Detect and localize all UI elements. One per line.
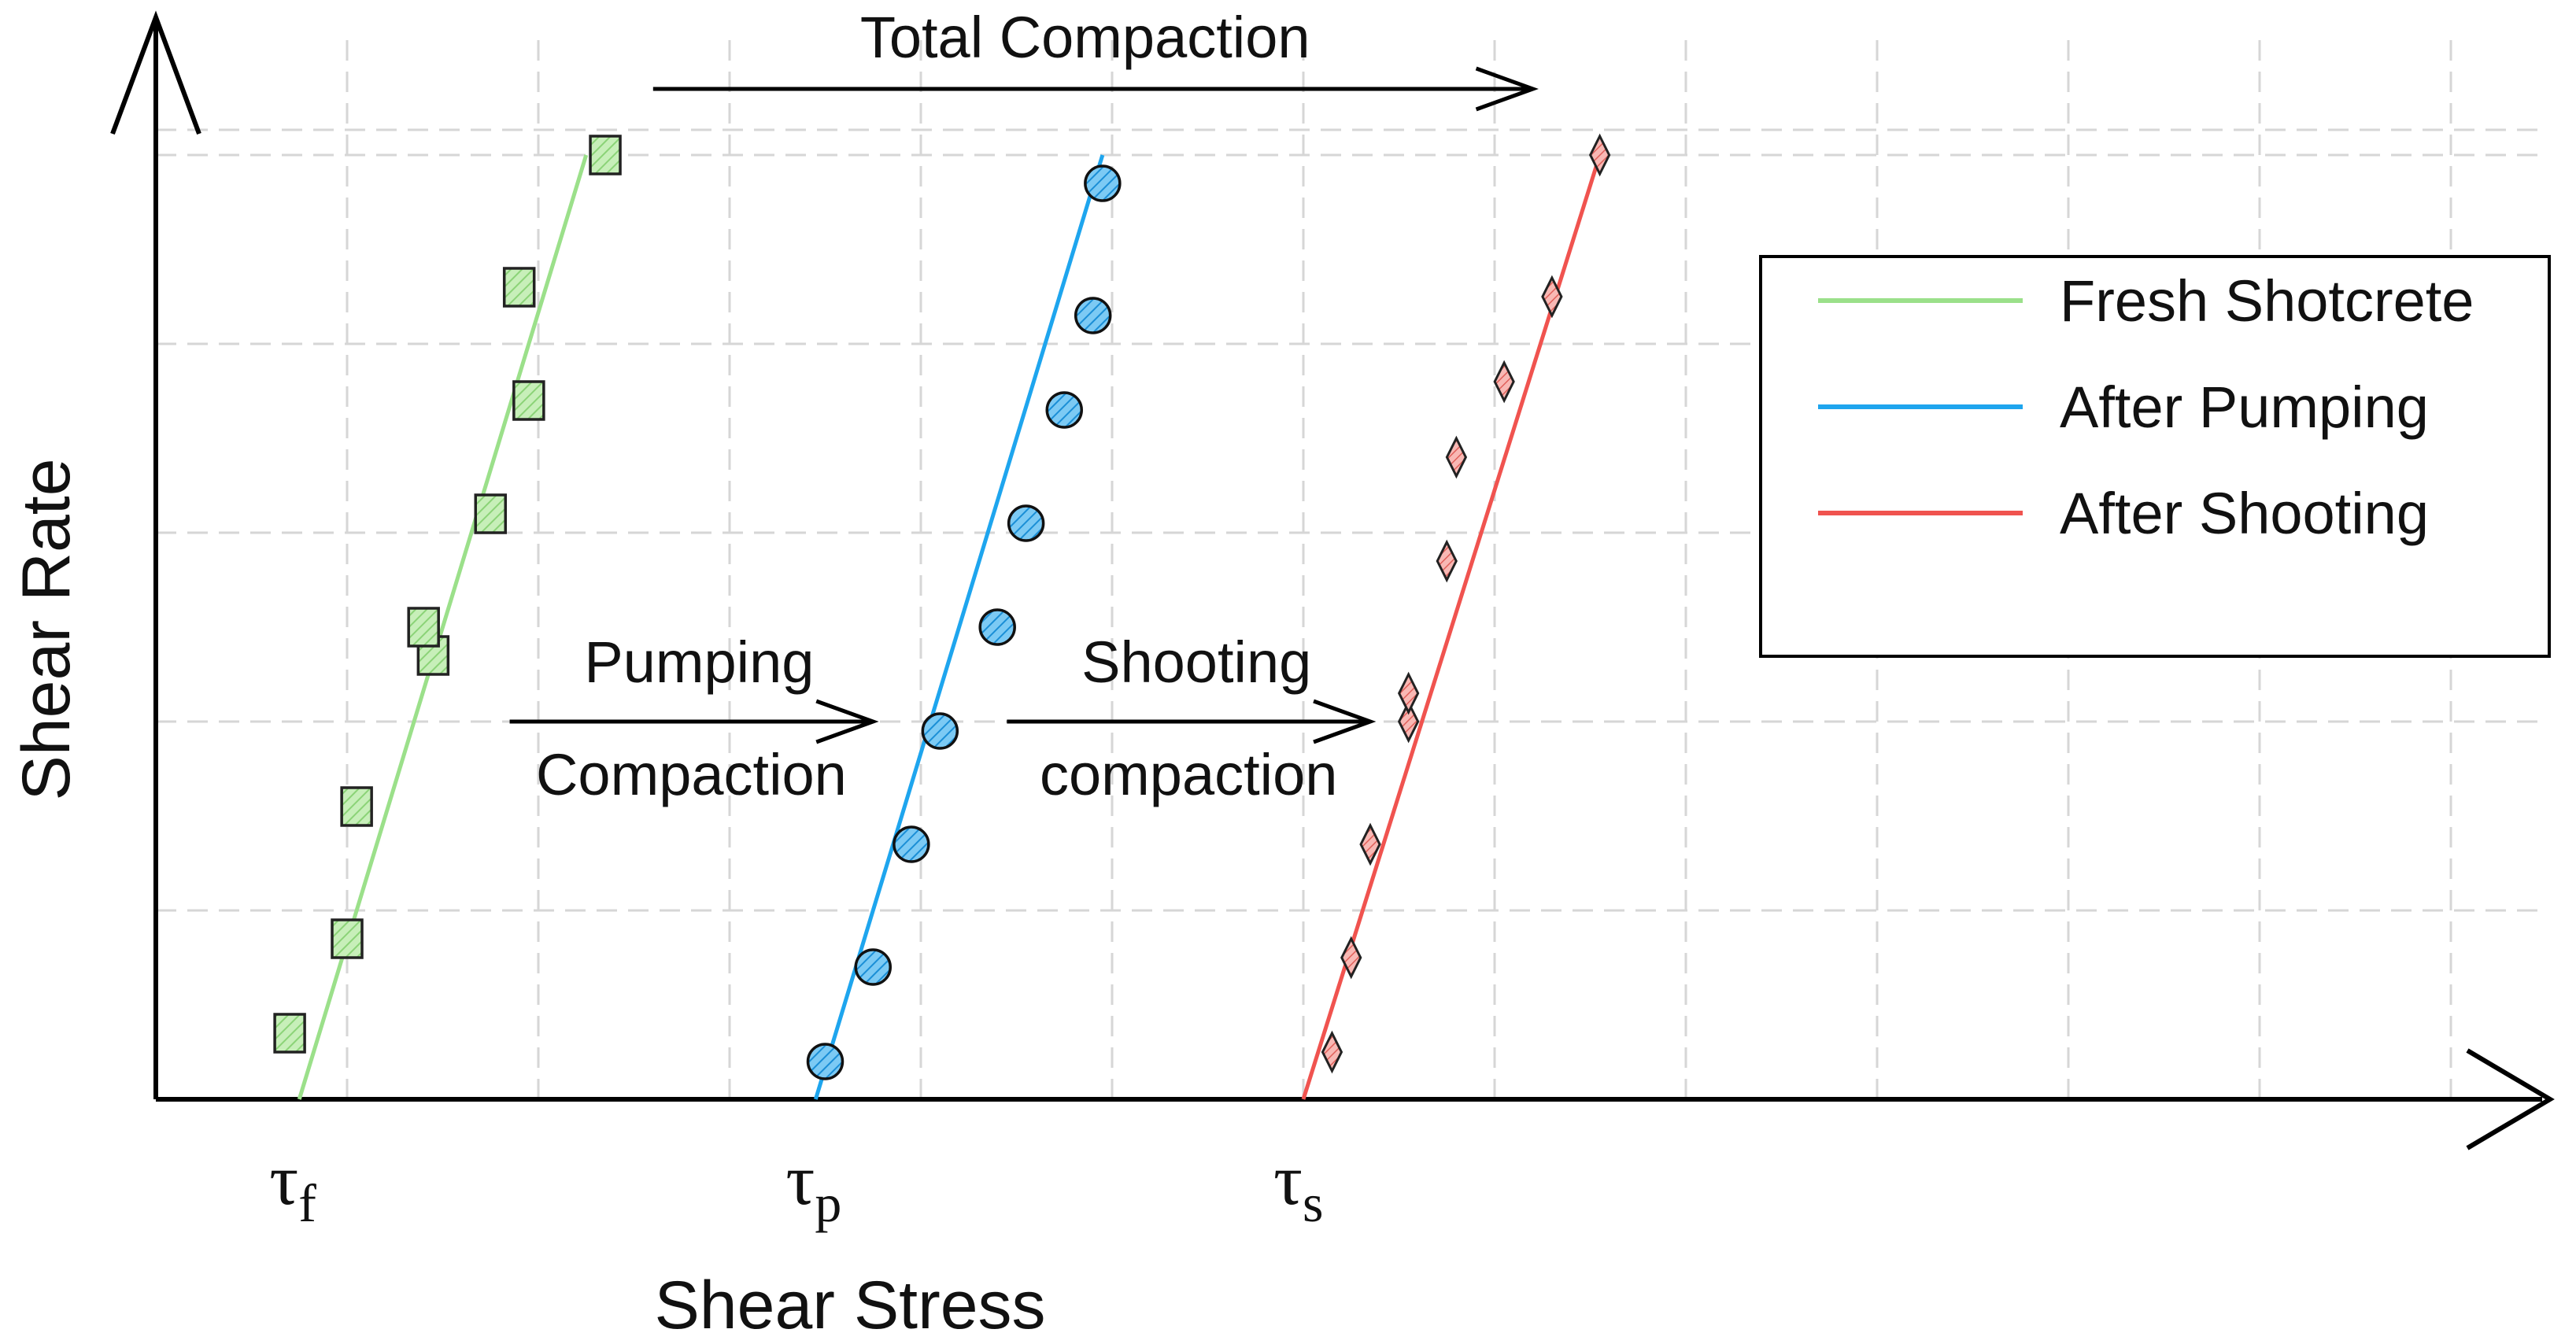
tau-p-label: τp: [785, 1139, 841, 1233]
after-shooting-point: [1436, 539, 1458, 583]
after-pumping-point: [806, 1043, 844, 1080]
after-pumping-point: [921, 712, 959, 750]
fresh-shotcrete-point: [331, 918, 364, 959]
after-pumping-point: [854, 948, 892, 986]
legend: Fresh Shotcrete After Pumping After Shooti…: [1759, 255, 2551, 658]
fresh-shotcrete-point: [407, 607, 440, 648]
after-shooting-point: [1340, 936, 1362, 980]
annotation: Pumping Compaction: [509, 630, 879, 807]
tau-subscript: s: [1303, 1173, 1323, 1233]
fit-lines: [297, 154, 1602, 1100]
after-shooting-point: [1397, 700, 1420, 744]
annotation-label: Compaction: [536, 742, 847, 807]
fresh-shotcrete-point: [474, 493, 507, 534]
y-axis-arrowhead: [110, 10, 201, 135]
tau-s-label: τs: [1273, 1139, 1323, 1233]
after-shooting-point: [1359, 822, 1381, 866]
after-pumping-point: [1074, 297, 1112, 334]
fresh-shotcrete-point: [340, 786, 373, 827]
after-shooting-point: [1321, 1030, 1343, 1074]
after-pumping-point: [978, 608, 1016, 646]
tau-subscript: f: [298, 1173, 316, 1233]
annotation: Total Compaction: [652, 5, 1539, 112]
annotations: Total Compaction Pumping Compaction Shootin…: [509, 5, 1539, 807]
annotation: Shooting compaction: [1007, 630, 1377, 807]
x-axis-arrowhead: [2466, 1048, 2555, 1150]
y-axis-label: Shear Rate: [9, 458, 84, 800]
after-pumping-point: [1045, 391, 1083, 429]
fresh-shotcrete-point: [512, 380, 545, 421]
after-shooting-point: [1541, 275, 1563, 319]
legend-label-after-shooting: After Shooting: [2060, 481, 2429, 546]
x-axis-label: Shear Stress: [654, 1268, 1045, 1343]
annotation-label: Pumping: [584, 630, 814, 695]
annotation-label: Shooting: [1081, 630, 1311, 695]
after-shooting-point: [1397, 671, 1420, 715]
after-pumping-point: [893, 825, 930, 863]
annotation-label: compaction: [1040, 742, 1337, 807]
annotation-arrow-head: [815, 699, 879, 744]
legend-label-fresh-shotcrete: Fresh Shotcrete: [2060, 268, 2474, 334]
after-pumping-point: [1084, 164, 1122, 202]
annotation-label: Total Compaction: [860, 5, 1310, 70]
after-pumping-point: [1007, 504, 1045, 542]
fresh-shotcrete-point: [589, 135, 622, 175]
fresh-shotcrete-point: [502, 267, 536, 308]
legend-box: [1759, 255, 2551, 658]
annotation-arrow-head: [1313, 699, 1377, 744]
tau-subscript: p: [815, 1173, 841, 1233]
after-pumping-fit-line: [813, 154, 1105, 1100]
axes: [110, 10, 2555, 1150]
annotation-arrow-head: [1475, 66, 1539, 112]
after-shooting-point: [1588, 133, 1611, 177]
tau-f-label: τf: [269, 1139, 316, 1233]
after-shooting-point: [1445, 435, 1468, 479]
x-markers: τf τp τs: [269, 1139, 1323, 1233]
fresh-shotcrete-point: [273, 1013, 306, 1054]
data-points: [273, 133, 1611, 1080]
legend-label-after-pumping: After Pumping: [2060, 375, 2429, 440]
after-shooting-point: [1493, 360, 1515, 404]
